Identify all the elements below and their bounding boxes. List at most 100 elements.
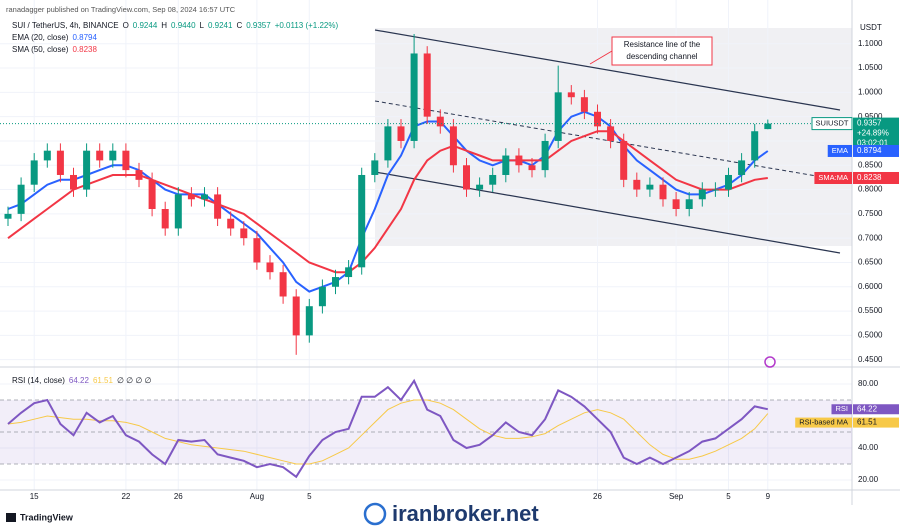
indicator-value: 0.8238 [72, 45, 97, 54]
x-tick-label: Sep [669, 492, 684, 501]
ohlc-key: C [236, 21, 242, 30]
rsi-badge-text: RSI [835, 404, 848, 413]
rsi-value-badge [853, 417, 899, 428]
y-tick-label: 0.8500 [858, 160, 883, 169]
y-tick-label: 0.8000 [858, 185, 883, 194]
candle-body [318, 286, 326, 307]
candle-body [135, 170, 143, 180]
ma-value-badge [853, 144, 899, 157]
symbol-badge-text: SUIUSDT [816, 119, 849, 128]
candle-body [607, 126, 615, 141]
ma-badge-text: EMA [832, 146, 848, 155]
candle-body [279, 272, 287, 297]
moving-average [7, 110, 769, 293]
candle-body [711, 189, 719, 191]
event-icon[interactable] [764, 356, 776, 368]
candle-body [463, 165, 470, 190]
candle-body [332, 277, 339, 287]
candle-body [174, 194, 182, 229]
candle-body [515, 155, 523, 166]
candle-body [620, 140, 628, 180]
annotation-box [611, 36, 713, 66]
candle-body [358, 174, 366, 268]
symbol-badge [811, 117, 853, 131]
ohlc-key: O [123, 21, 129, 30]
x-tick-label: 26 [593, 492, 602, 501]
candle-body [423, 53, 431, 117]
candle-body [567, 92, 575, 98]
candle-body [122, 150, 130, 171]
indicator-name: RSI (14, close) [12, 376, 65, 385]
indicator-name: SMA (50, close) [12, 45, 69, 54]
candle-body [489, 174, 497, 185]
ohlc-value: 0.9440 [171, 21, 196, 30]
y-tick-label: 0.5500 [858, 306, 883, 315]
candle-body [449, 126, 457, 166]
watermark: iranbroker.net [392, 501, 539, 526]
watermark-icon [363, 502, 387, 526]
candle-body [633, 179, 641, 190]
candle-body [161, 209, 169, 229]
y-tick-label: 1.0000 [858, 87, 883, 96]
indicator-value: 0.8794 [72, 33, 97, 42]
ohlc-key: H [161, 21, 167, 30]
symbol-title: SUI / TetherUS, 4h, BINANCE [12, 21, 119, 30]
ma-value-badge [853, 171, 899, 184]
indicator-name: EMA (20, close) [12, 33, 69, 42]
candle-body [148, 179, 156, 210]
price-badge-value: 0.9357 [857, 119, 882, 128]
candle-body [594, 111, 601, 127]
candle-body [240, 228, 248, 239]
candle-body [580, 97, 588, 112]
indicator-extra: ∅ ∅ ∅ ∅ [117, 376, 152, 385]
channel-upper [374, 29, 841, 111]
candle-body [109, 150, 117, 161]
candle-body [56, 150, 64, 175]
candle-body [476, 184, 484, 190]
y-tick-label: 0.5000 [858, 330, 883, 339]
x-tick-label: 9 [766, 492, 771, 501]
rsi-badge-text: RSI-based MA [799, 418, 848, 427]
candle-body [725, 174, 732, 190]
moving-average [7, 130, 768, 274]
candle-body [397, 126, 405, 141]
candle-body [305, 306, 313, 336]
y-tick-label: 0.6500 [858, 258, 883, 267]
y-tick-label: 1.0500 [858, 63, 883, 72]
candle-body [83, 150, 91, 190]
annotation-text: Resistance line of the [624, 40, 701, 49]
candle-body [685, 199, 693, 210]
ohlc-value: 0.9244 [133, 21, 158, 30]
candle-body [672, 199, 680, 210]
candle-body [214, 194, 222, 219]
ohlc-key: L [200, 21, 205, 30]
candle-body [410, 53, 418, 141]
candle-body [187, 194, 195, 200]
candle-body [528, 165, 536, 171]
y-tick-label: 40.00 [858, 443, 879, 452]
candle-body [201, 194, 208, 200]
y-tick-label: 1.1000 [858, 39, 883, 48]
y-tick-label: 0.6000 [858, 282, 883, 291]
rsi-badge [831, 404, 852, 415]
y-tick-label: 80.00 [858, 379, 879, 388]
channel-lower [374, 171, 841, 254]
x-tick-label: Aug [250, 492, 264, 501]
ma-badge [814, 171, 852, 184]
candle-body [96, 150, 104, 161]
candle-body [751, 131, 759, 161]
x-tick-label: 26 [174, 492, 183, 501]
candle-body [4, 213, 12, 219]
candle-body [345, 267, 353, 278]
annotation-pointer [589, 50, 613, 65]
x-tick-label: 5 [307, 492, 312, 501]
candle-body [436, 116, 444, 127]
indicator-value: 64.22 [69, 376, 90, 385]
price-badge-change: +24.89% [857, 129, 889, 138]
x-tick-label: 5 [726, 492, 731, 501]
x-tick-label: 15 [30, 492, 39, 501]
candle-body [554, 92, 562, 141]
rsi-value: 61.51 [857, 418, 878, 427]
price-badge-countdown: 03:02:01 [857, 139, 889, 148]
